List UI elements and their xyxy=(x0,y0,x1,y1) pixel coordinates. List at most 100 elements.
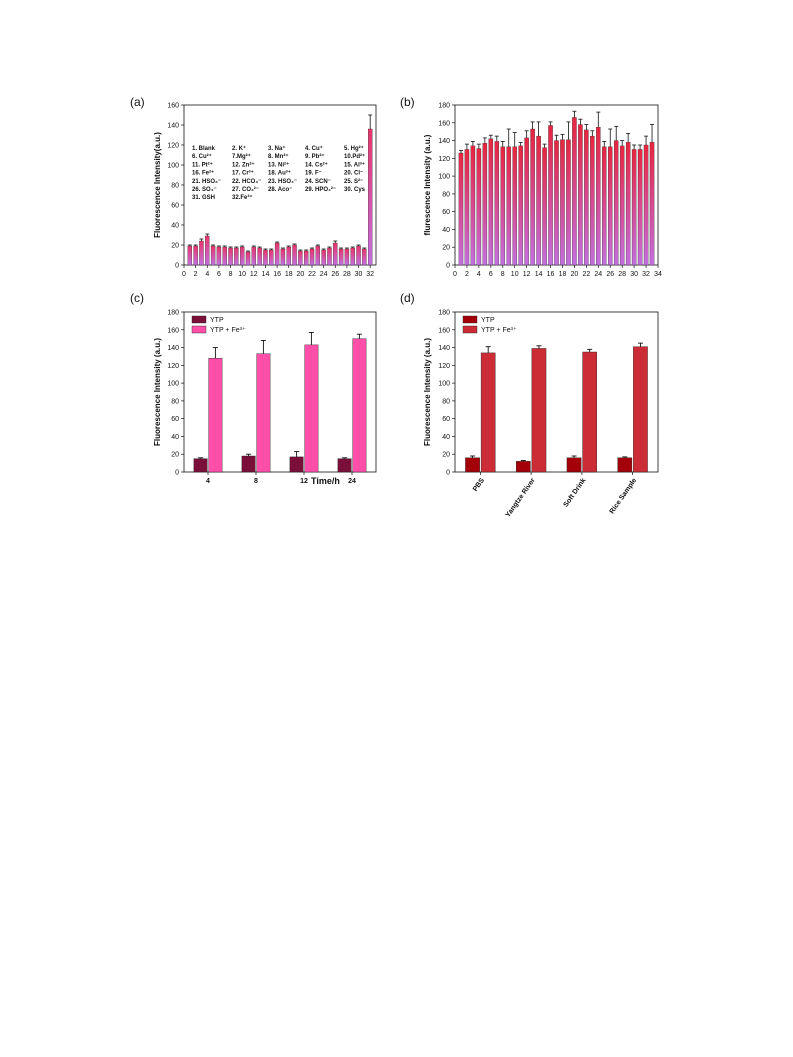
panel-b-xtick-label: 8 xyxy=(501,271,505,278)
panel-c-bar-ytp xyxy=(289,456,304,473)
panel-d-legend-swatch xyxy=(462,315,478,324)
panel-a-xtick-label: 22 xyxy=(308,271,316,278)
panel-b-bar xyxy=(578,124,583,266)
panel-d-legend-label: YTP xyxy=(481,317,495,324)
panel-a-ion-entry: 16. Fe²⁺ xyxy=(192,170,214,177)
panel-c-label: (c) xyxy=(130,291,144,305)
panel-d-ytick-label: 180 xyxy=(438,310,450,317)
panel-a-ion-entry: 8. Mn²⁺ xyxy=(268,153,289,160)
panel-c-ytick-label: 20 xyxy=(171,452,179,459)
panel-a-bar xyxy=(187,245,193,266)
panel-a-ytick-label: 20 xyxy=(171,243,179,250)
panel-d-bar-ytp-fe xyxy=(633,346,648,473)
panel-c-ylabel: Fluorescence Intensity (a.u.) xyxy=(153,338,162,446)
panel-c-ytick-label: 0 xyxy=(175,470,179,477)
panel-b-xtick-label: 26 xyxy=(606,271,614,278)
panel-b-xtick-label: 20 xyxy=(571,271,579,278)
panel-b-ytick-label: 80 xyxy=(442,191,450,198)
panel-a-ion-entry: 2. K⁺ xyxy=(232,145,246,152)
panel-c-xlabel: Time/h xyxy=(311,476,340,486)
panel-b-bar xyxy=(572,117,577,266)
panel-b-bar xyxy=(619,145,625,266)
panel-a-ion-entry: 18. Au³⁺ xyxy=(268,170,291,177)
panel-d-ytick-label: 60 xyxy=(442,416,450,423)
panel-b-xtick-label: 24 xyxy=(594,271,602,278)
panel-b-bar xyxy=(584,129,589,266)
panel-a-bar xyxy=(327,247,332,266)
panel-c-bar-ytp xyxy=(193,458,208,473)
panel-a-xtick-label: 16 xyxy=(273,271,281,278)
panel-c-legend-label: YTP xyxy=(210,317,224,324)
panel-b-bar xyxy=(476,148,482,266)
panel-a-ion-entry: 25. S²⁻ xyxy=(344,178,363,185)
panel-a-ytick-label: 0 xyxy=(175,263,179,270)
panel-b-ytick-label: 160 xyxy=(438,120,450,127)
panel-b-bar xyxy=(506,146,511,266)
panel-d-bar-ytp-fe xyxy=(582,351,597,473)
panel-a-bar xyxy=(234,247,239,266)
panel-b-bar xyxy=(542,147,547,266)
panel-b-bar xyxy=(548,125,553,266)
panel-d-bar-ytp xyxy=(617,457,633,473)
panel-a-bar xyxy=(315,245,321,266)
panel-b-xtick-label: 16 xyxy=(547,271,555,278)
panel-a-bar xyxy=(303,250,309,266)
panel-b-bar xyxy=(643,144,649,266)
panel-b-bar xyxy=(560,139,565,266)
panel-a-bar xyxy=(338,248,344,266)
panel-b-ytick-label: 180 xyxy=(438,103,450,110)
panel-d-bar-ytp xyxy=(465,457,480,473)
panel-a-xtick-label: 12 xyxy=(250,271,258,278)
panel-a-ion-entry: 12. Zn²⁺ xyxy=(232,161,255,168)
panel-a-ytick-label: 40 xyxy=(171,223,179,230)
panel-a-ytick-label: 80 xyxy=(171,183,179,190)
panel-a-ion-entry: 17. Cr³⁺ xyxy=(232,170,254,177)
panel-d-bar-ytp-fe xyxy=(531,348,547,473)
panel-c: (c) Fluorescence Intensity (a.u.) Time/h… xyxy=(130,291,377,486)
panel-a-bar xyxy=(286,246,291,266)
panel-b-bar xyxy=(602,146,607,266)
panel-b-bar xyxy=(524,137,529,266)
panel-a-bar xyxy=(193,245,198,266)
panel-d-ylabel: Fluorescence Intensity (a.u.) xyxy=(423,338,432,446)
panel-a-ion-entry: 27. CO₃²⁻ xyxy=(232,186,259,193)
panel-a-bar xyxy=(222,246,227,266)
panel-b-ylabel: flurescence Intensity (a.u.) xyxy=(423,134,432,235)
panel-a-bar xyxy=(344,248,350,266)
panel-a-bar xyxy=(362,248,367,266)
panel-a-ion-entry: 13. Ni²⁺ xyxy=(268,161,289,168)
panel-b-bar xyxy=(607,146,613,266)
panel-a-xtick-label: 6 xyxy=(217,271,221,278)
panel-c-bar-ytp-fe xyxy=(352,338,367,473)
panel-a-ytick-label: 100 xyxy=(167,163,179,170)
panel-a-xtick-label: 24 xyxy=(320,271,328,278)
panel-a-ion-entry: 23. HSO₄⁻ xyxy=(268,179,297,185)
panel-a-ion-entry: 3. Na⁺ xyxy=(268,145,286,152)
panel-d-legend-swatch xyxy=(462,325,478,334)
panel-c-legend-swatch xyxy=(191,315,207,324)
panel-c-bar-ytp-fe xyxy=(256,353,271,473)
panel-d-ytick-label: 0 xyxy=(446,470,450,477)
panel-b-bar xyxy=(518,145,523,266)
panel-b-bar xyxy=(470,145,476,266)
panel-a-bar xyxy=(263,249,268,266)
panel-c-ytick-label: 60 xyxy=(171,416,179,423)
panel-a-bar xyxy=(274,242,280,266)
panel-c-plot: 0 20 40 60 80 100 120 140 160 180 4 8 12 24 YTP YTP + F… xyxy=(167,310,377,485)
panel-a-bar xyxy=(228,247,233,266)
panel-a-bar xyxy=(216,246,222,266)
panel-a-bar xyxy=(280,248,286,266)
panel-b-xtick-label: 22 xyxy=(582,271,590,278)
panel-d-ytick-label: 40 xyxy=(442,434,450,441)
panel-b-label: (b) xyxy=(400,95,415,109)
panel-b-ytick-label: 120 xyxy=(438,156,450,163)
panel-b-xtick-label: 0 xyxy=(453,271,457,278)
panel-c-ytick-label: 140 xyxy=(167,345,179,352)
panel-a-bar xyxy=(356,245,361,266)
panel-a-ion-entry: 26. SO₄⁻ xyxy=(192,187,217,193)
panel-a-xtick-label: 26 xyxy=(331,271,339,278)
panel-a-bar xyxy=(298,250,303,266)
panel-a-frame xyxy=(183,104,377,266)
panel-b-xtick-label: 12 xyxy=(523,271,531,278)
panel-a-ytick-label: 140 xyxy=(167,123,179,130)
